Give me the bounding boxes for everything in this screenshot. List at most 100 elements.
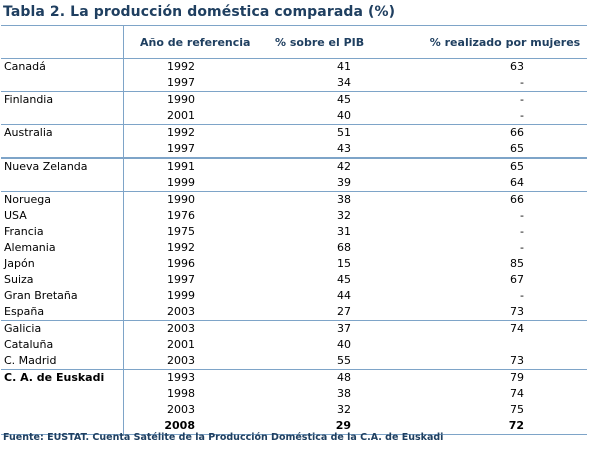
table-row: 1999 39 64 [1,175,587,192]
pib-cell: 40 [337,109,351,122]
year-cell: 1996 [167,257,195,270]
country-cell [1,402,124,418]
pib-cell: 41 [255,58,423,75]
country-cell: C. A. de Euskadi [1,369,124,386]
country-cell: Galicia [1,320,124,337]
women-cell [423,337,587,353]
pib-cell: 29 [255,418,423,435]
women-cell: 64 [510,176,524,189]
pib-cell: 37 [255,320,423,337]
country-cell: USA [1,208,124,224]
table-header-row: Año de referencia % sobre el PIB % reali… [1,25,587,59]
pib-cell: 42 [255,157,423,175]
year-cell: 2008 [123,418,255,435]
country-cell [1,386,124,402]
year-cell: 1976 [167,209,195,222]
women-cell: - [520,209,524,222]
table-row: Canadá 1992 41 63 [1,58,587,75]
table-title: Tabla 2. La producción doméstica compara… [3,4,396,20]
women-cell: 65 [423,157,587,175]
country-cell: C. Madrid [1,353,124,370]
year-cell: 2003 [167,305,195,318]
table-row: Finlandia 1990 45- [1,91,587,108]
women-cell: - [423,91,587,108]
table-row: 2001 40 - [1,108,587,125]
women-cell: 75 [510,403,524,416]
country-cell: Finlandia [1,91,124,108]
year-cell: 2001 [167,338,195,351]
year-cell: 2003 [167,354,195,367]
pib-cell: 39 [337,176,351,189]
year-cell: 2003 [123,320,255,337]
pib-cell: 32 [337,209,351,222]
year-cell: 2003 [167,403,195,416]
women-cell: 66 [423,124,587,141]
women-cell: 66 [423,191,587,208]
year-cell: 1997 [167,142,195,155]
year-cell: 1997 [167,273,195,286]
women-cell: 67 [510,273,524,286]
women-cell: - [520,76,524,89]
table-row: 1997 34 - [1,75,587,92]
table-body: Canadá 1992 41 63 1997 34- Finlandia 1990 45-200… [1,58,587,435]
country-cell: España [1,304,124,321]
country-cell: Australia [1,124,124,141]
pib-cell: 40 [337,338,351,351]
header-year: Año de referencia [123,25,255,59]
table-row: Francia 1975 31 - [1,224,587,240]
country-cell: Gran Bretaña [1,288,124,304]
table-row: Alemania 1992 68 - [1,240,587,256]
header-country [1,25,124,59]
women-cell: 79 [423,369,587,386]
table-row: C. A. de Euskadi 1993 48 79 [1,369,587,386]
year-cell: 1999 [167,176,195,189]
pib-cell: 38 [337,387,351,400]
table-row: Australia 1992 51 66 [1,124,587,141]
pib-cell: 68 [337,241,351,254]
country-cell [1,108,124,125]
year-cell: 1975 [167,225,195,238]
table-row: Gran Bretaña 1999 44 - [1,288,587,304]
pib-cell: 38 [255,191,423,208]
year-cell: 1990 [123,191,255,208]
table-row: Noruega 1990 38 66 [1,191,587,208]
country-cell: Suiza [1,272,124,288]
year-cell: 1992 [123,58,255,75]
women-cell: 72 [423,418,587,435]
table-row: Japón 1996 15 85 [1,256,587,272]
table-row: Suiza 1997 45 67 [1,272,587,288]
women-cell: 74 [423,320,587,337]
year-cell: 1991 [123,157,255,175]
year-cell: 1999 [167,289,195,302]
pib-cell: 34 [337,76,351,89]
women-cell: 74 [510,387,524,400]
country-cell: Francia [1,224,124,240]
table-row: Nueva Zelanda 1991 42 65 [1,157,587,175]
country-cell [1,75,124,92]
women-cell: - [520,289,524,302]
year-cell: 1998 [167,387,195,400]
pib-cell: 15 [337,257,351,270]
table-row: Cataluña 2001 40 [1,337,587,353]
year-cell: 1993 [123,369,255,386]
header-women: % realizado por mujeres [423,25,587,59]
pib-cell: 27 [337,305,351,318]
table-row: Galicia 2003 37 74 [1,320,587,337]
pib-cell: 32 [337,403,351,416]
women-cell: - [520,241,524,254]
table-row: C. Madrid 2003 55 73 [1,353,587,370]
pib-cell: 45 [255,91,423,108]
women-cell: 85 [510,257,524,270]
country-cell: Noruega [1,191,124,208]
women-cell: 73 [510,354,524,367]
source-note: Fuente: EUSTAT. Cuenta Satélite de la Pr… [3,432,444,443]
country-cell: Japón [1,256,124,272]
table-row: 1997 43 65 [1,141,587,158]
country-cell: Nueva Zelanda [1,157,124,175]
country-cell [1,418,124,435]
table-row: USA 1976 32 - [1,208,587,224]
country-cell: Canadá [1,58,124,75]
country-cell [1,141,124,158]
pib-cell: 45 [337,273,351,286]
country-cell: Cataluña [1,337,124,353]
